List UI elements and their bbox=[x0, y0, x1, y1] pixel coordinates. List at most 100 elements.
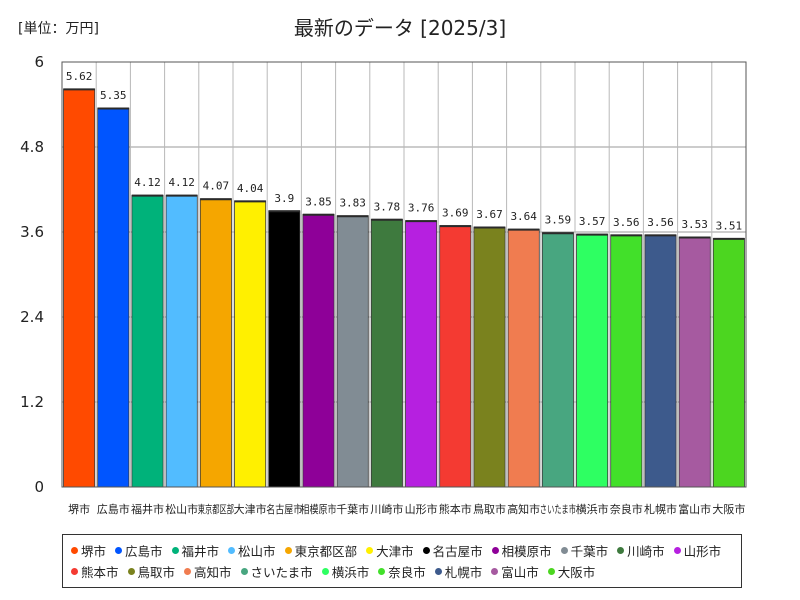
legend-label: 熊本市 bbox=[81, 565, 119, 580]
value-label: 5.62 bbox=[66, 70, 93, 83]
legend-swatch bbox=[228, 547, 236, 554]
legend-swatch bbox=[171, 547, 179, 554]
legend-label: 東京都区部 bbox=[294, 544, 358, 559]
bar-chart: 5.62 5.35 4.12 4.12 4.07 4.04 3.9 3.85 3.83 3.78 3… bbox=[20, 53, 747, 516]
x-tick-label: 札幌市 bbox=[644, 502, 677, 516]
legend-item: 名古屋市 bbox=[422, 540, 483, 561]
legend-item: 松山市 bbox=[228, 540, 276, 561]
x-tick-label: 堺市 bbox=[68, 502, 90, 516]
legend-label: 鳥取市 bbox=[137, 565, 176, 580]
value-label: 4.04 bbox=[237, 182, 264, 195]
value-label: 3.64 bbox=[510, 210, 537, 223]
legend-item: 山形市 bbox=[673, 540, 721, 561]
legend-swatch bbox=[184, 568, 192, 575]
value-label: 3.53 bbox=[681, 218, 708, 231]
bar bbox=[712, 237, 745, 488]
bar bbox=[439, 225, 472, 488]
x-tick-label: 鳥取市 bbox=[473, 502, 506, 516]
legend-label: さいたま市 bbox=[250, 565, 313, 580]
x-tick-label: 相模原市 bbox=[300, 502, 336, 516]
x-tick-label: 富山市 bbox=[678, 502, 711, 516]
legend-swatch bbox=[560, 547, 568, 554]
legend-label: 相模原市 bbox=[501, 544, 552, 559]
legend-label: 松山市 bbox=[238, 544, 276, 559]
value-label: 4.07 bbox=[203, 180, 230, 193]
y-tick-label: 0 bbox=[34, 478, 44, 496]
value-label: 3.51 bbox=[716, 219, 743, 232]
legend-item: 千葉市 bbox=[560, 540, 609, 561]
legend-item: 高知市 bbox=[184, 561, 232, 582]
legend-label: 横浜市 bbox=[331, 565, 370, 580]
bar bbox=[165, 194, 198, 488]
y-tick-label: 3.6 bbox=[20, 223, 44, 241]
legend-item: 奈良市 bbox=[378, 561, 426, 582]
value-label: 4.12 bbox=[134, 176, 161, 189]
value-label: 3.67 bbox=[476, 208, 503, 221]
legend-item: 東京都区部 bbox=[284, 540, 358, 561]
bar bbox=[234, 200, 267, 488]
legend-label: 札幌市 bbox=[444, 565, 483, 580]
value-label: 3.56 bbox=[613, 216, 640, 229]
value-label: 3.57 bbox=[579, 215, 606, 228]
x-tick-label: 大津市 bbox=[234, 502, 267, 516]
bar bbox=[63, 88, 96, 488]
legend-label: 堺市 bbox=[81, 544, 107, 559]
bar bbox=[405, 220, 438, 488]
legend-label: 千葉市 bbox=[570, 544, 609, 559]
value-label: 3.9 bbox=[274, 192, 294, 205]
legend-swatch bbox=[366, 547, 374, 554]
legend-item: 相模原市 bbox=[491, 540, 552, 561]
legend-item: 富山市 bbox=[491, 561, 539, 582]
bar bbox=[678, 236, 711, 488]
y-tick-label: 4.8 bbox=[20, 138, 44, 156]
legend-swatch bbox=[240, 568, 248, 575]
legend-item: 鳥取市 bbox=[127, 561, 176, 582]
x-tick-label: さいたま市 bbox=[540, 502, 576, 516]
legend-label: 大阪市 bbox=[557, 565, 596, 580]
legend-item: 大阪市 bbox=[547, 561, 596, 582]
y-tick-label: 1.2 bbox=[20, 393, 44, 411]
legend-label: 富山市 bbox=[501, 565, 539, 580]
legend-label: 名古屋市 bbox=[432, 544, 483, 559]
legend-swatch bbox=[127, 568, 135, 575]
x-tick-label: 千葉市 bbox=[336, 502, 369, 516]
legend-swatch bbox=[491, 568, 499, 575]
legend-swatch bbox=[115, 547, 123, 554]
bar bbox=[541, 232, 574, 488]
bar bbox=[302, 213, 335, 488]
bar bbox=[507, 228, 540, 488]
x-tick-label: 広島市 bbox=[97, 502, 130, 516]
unit-label: [単位：万円] bbox=[18, 21, 99, 37]
value-label: 3.69 bbox=[442, 207, 469, 220]
legend-label: 高知市 bbox=[194, 565, 232, 580]
x-tick-label: 松山市 bbox=[165, 502, 198, 516]
value-label: 3.78 bbox=[374, 200, 401, 213]
x-tick-label: 名古屋市 bbox=[266, 502, 302, 516]
x-tick-label: 奈良市 bbox=[610, 502, 643, 516]
bar bbox=[268, 210, 301, 488]
legend-swatch bbox=[71, 568, 78, 575]
legend-swatch bbox=[491, 547, 499, 554]
legend-swatch bbox=[617, 547, 625, 554]
legend-swatch bbox=[434, 568, 442, 575]
bar bbox=[199, 198, 232, 488]
legend-label: 奈良市 bbox=[388, 565, 426, 580]
legend-item: 川崎市 bbox=[617, 540, 665, 561]
bar bbox=[576, 233, 609, 488]
value-label: 3.76 bbox=[408, 202, 435, 215]
x-tick-label: 大阪市 bbox=[712, 502, 745, 516]
value-label: 3.83 bbox=[339, 197, 366, 210]
legend-label: 川崎市 bbox=[627, 544, 665, 559]
legend-item: 横浜市 bbox=[321, 561, 370, 582]
chart-legend: 堺市 広島市 福井市 松山市 東京都区部 大津市 名古屋市 相模原市 千葉市 川崎市 山形市 熊本市 鳥… bbox=[62, 534, 742, 588]
legend-label: 大津市 bbox=[376, 544, 414, 559]
legend-swatch bbox=[673, 547, 681, 554]
legend-item: 広島市 bbox=[115, 540, 163, 561]
bar bbox=[610, 234, 643, 488]
bar bbox=[370, 218, 403, 488]
bar bbox=[336, 215, 369, 488]
bar bbox=[97, 107, 130, 488]
x-tick-label: 川崎市 bbox=[370, 502, 403, 516]
bar bbox=[644, 234, 677, 488]
